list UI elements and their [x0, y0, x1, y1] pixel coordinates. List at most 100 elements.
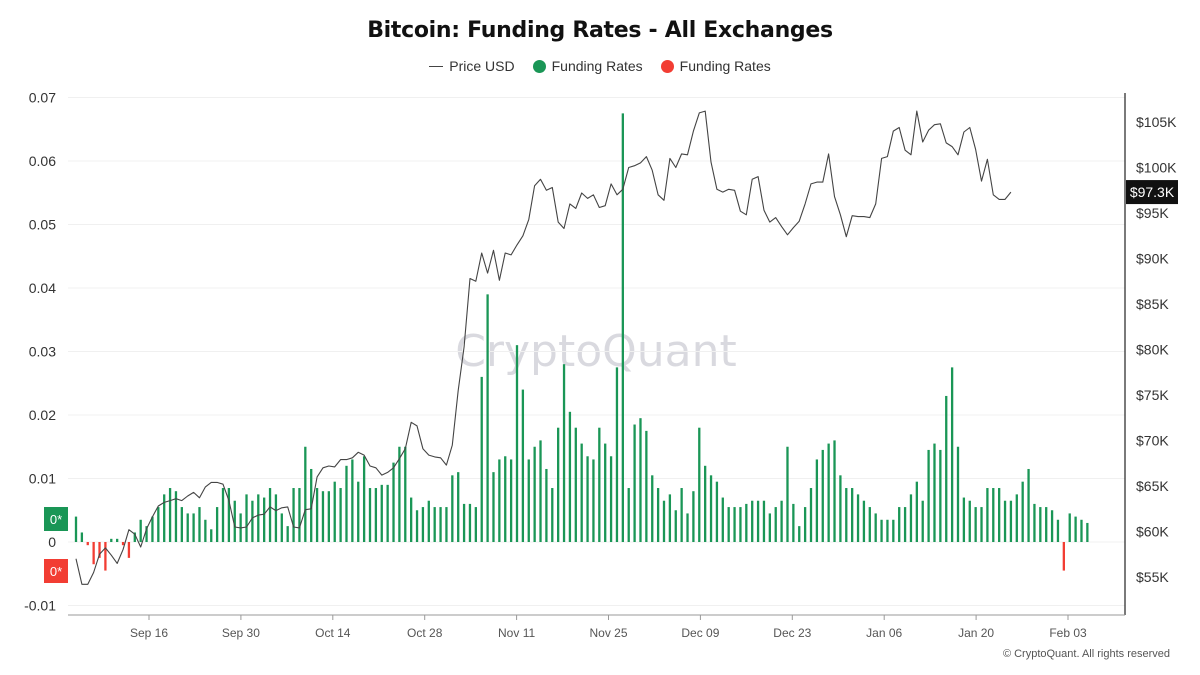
funding-rate-bar [856, 494, 860, 542]
funding-rate-bar [557, 427, 560, 542]
x-axis-tick-label: Dec 09 [681, 626, 719, 640]
positive-zero-badge [44, 507, 68, 531]
funding-rate-bar [515, 345, 519, 542]
funding-rate-bar [368, 488, 372, 542]
right-axis-tick-label: $85K [1136, 296, 1169, 312]
x-axis-tick-label: Dec 23 [773, 626, 811, 640]
funding-rate-bar [404, 446, 407, 542]
x-axis-tick-label: Jan 20 [958, 626, 994, 640]
x-axis-tick-label: Oct 28 [407, 626, 443, 640]
funding-rate-bar [480, 376, 483, 542]
left-axis-tick-label: 0.01 [29, 471, 56, 487]
funding-rate-bar [151, 516, 154, 542]
funding-rate-bar [950, 367, 954, 542]
funding-rate-bar [1080, 519, 1083, 542]
funding-rate-bar [439, 507, 442, 542]
green-dot-icon [532, 59, 546, 73]
funding-rate-bar [715, 481, 719, 542]
funding-rate-bar [892, 519, 895, 542]
positive-zero-badge-label: 0* [50, 512, 62, 527]
last-price-badge [1126, 180, 1178, 205]
funding-rate-bar [98, 542, 101, 558]
value-badges: 0* 0* $97.3K [44, 180, 1178, 583]
chart-title: Bitcoin: Funding Rates - All Exchanges [367, 18, 833, 43]
funding-rate-bar [110, 538, 113, 542]
funding-rate-bar [445, 507, 448, 542]
funding-rate-bar [139, 519, 142, 542]
funding-rate-bar [74, 516, 78, 542]
funding-rate-bar [1074, 516, 1077, 542]
funding-rate-bar [1068, 513, 1071, 542]
left-axis-tick-label: 0 [48, 534, 56, 550]
funding-rate-bar [321, 491, 325, 542]
gridlines [68, 97, 1125, 606]
funding-rate-bar [398, 446, 401, 542]
funding-rate-bar [903, 507, 907, 542]
x-axis-tick-label: Sep 16 [130, 626, 168, 640]
funding-rate-bar [921, 500, 924, 542]
right-axis-tick-label: $100K [1136, 160, 1177, 176]
funding-rate-bar [809, 488, 813, 542]
x-axis-tick-label: Oct 14 [315, 626, 351, 640]
legend-item-price[interactable]: Price USD [429, 58, 515, 74]
funding-rate-bar [974, 507, 977, 542]
funding-rate-bar [662, 500, 666, 542]
funding-rate-bar [527, 459, 530, 542]
funding-rate-bar [410, 497, 413, 542]
right-axis-tick-label: $75K [1136, 387, 1169, 403]
funding-rate-bar [868, 507, 871, 542]
right-axis-tick-label: $65K [1136, 478, 1169, 494]
right-axis-tick-label: $60K [1136, 524, 1169, 540]
funding-rate-bar [221, 488, 225, 542]
funding-rate-bar [615, 367, 619, 542]
funding-rate-bar [374, 488, 378, 542]
funding-rate-bar [733, 507, 736, 542]
right-axis-tick-label: $95K [1136, 205, 1169, 221]
x-axis-tick-label: Nov 25 [589, 626, 627, 640]
legend-item-funding-negative[interactable]: Funding Rates [660, 58, 771, 74]
right-axis-tick-label: $90K [1136, 251, 1169, 267]
price-usd-line [75, 110, 1012, 585]
funding-rate-bar [304, 446, 307, 542]
funding-rate-bar [674, 510, 677, 542]
funding-rate-bar [1015, 494, 1018, 542]
funding-rate-bar [815, 459, 819, 542]
funding-rate-bar [251, 500, 254, 542]
left-axis-tick-label: 0.03 [29, 344, 56, 360]
funding-rate-bar [668, 494, 672, 542]
funding-rate-bar [698, 427, 701, 542]
funding-rate-bar [803, 507, 807, 542]
funding-rate-bar [633, 424, 636, 542]
funding-rate-bar [592, 459, 595, 542]
right-axis-tick-label: $80K [1136, 342, 1169, 358]
funding-rate-bar [186, 513, 189, 542]
funding-rate-bar [457, 472, 460, 542]
funding-rate-bar [310, 468, 313, 542]
funding-rate-bar [933, 443, 936, 542]
x-axis-tick-label: Sep 30 [222, 626, 260, 640]
funding-rate-bar [327, 491, 330, 542]
funding-rate-bar [386, 484, 389, 542]
left-axis-tick-label: 0.02 [29, 407, 56, 423]
right-axis-tick-label: $105K [1136, 114, 1177, 130]
funding-rate-bar [986, 488, 989, 542]
legend-label-funding-negative: Funding Rates [679, 58, 771, 74]
price-line-swatch-icon [429, 65, 444, 67]
funding-rate-bar [116, 538, 119, 542]
funding-rate-bar [568, 411, 572, 542]
funding-rate-bar [574, 427, 577, 542]
funding-rate-bar [298, 488, 301, 542]
funding-rate-bar [721, 497, 724, 542]
funding-rate-bar [992, 488, 995, 542]
funding-rate-bar [1056, 519, 1060, 542]
funding-rate-bar [780, 500, 783, 542]
funding-rate-bar [421, 507, 425, 542]
legend-label-price: Price USD [449, 58, 515, 74]
legend-item-funding-positive[interactable]: Funding Rates [532, 58, 643, 74]
funding-rate-bar [227, 488, 231, 542]
funding-rate-bar [962, 497, 966, 542]
funding-rate-bar [1050, 510, 1054, 542]
left-axis-tick-label: 0.05 [29, 217, 56, 233]
chart-legend: Price USD Funding Rates Funding Rates [0, 58, 1200, 74]
copyright-note: © CryptoQuant. All rights reserved [1002, 648, 1170, 660]
